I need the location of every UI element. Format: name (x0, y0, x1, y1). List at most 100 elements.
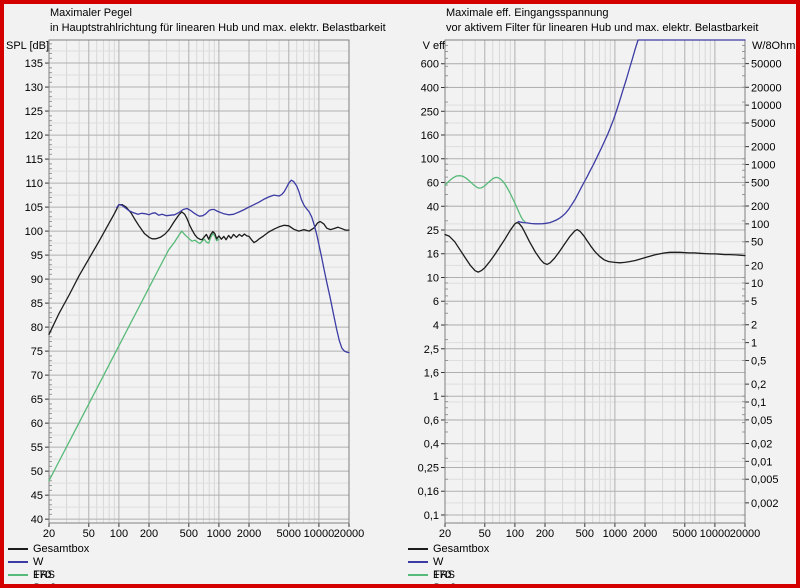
svg-text:2000: 2000 (633, 528, 657, 540)
svg-text:6: 6 (433, 296, 439, 308)
svg-text:10000: 10000 (751, 100, 782, 112)
left-chart-title-block: Maximaler Pegel in Hauptstrahlrichtung f… (50, 6, 386, 36)
right-chart-title: Maximale eff. Eingangsspannung (446, 7, 609, 19)
svg-text:100: 100 (421, 154, 439, 166)
svg-text:0,1: 0,1 (424, 510, 439, 522)
svg-text:50000: 50000 (751, 59, 782, 71)
svg-text:2: 2 (751, 320, 757, 332)
svg-text:1,6: 1,6 (424, 367, 439, 379)
svg-text:100: 100 (506, 528, 524, 540)
svg-text:4: 4 (433, 320, 439, 332)
svg-text:65: 65 (31, 394, 43, 406)
svg-text:50: 50 (479, 528, 491, 540)
charts-canvas: 20 50 100 200 500 1000 2000 5000 10000 2000040455… (25, 39, 782, 540)
legend-label-w170s: W 170 S - 8 Ohm (1) (33, 556, 57, 588)
svg-text:5000: 5000 (751, 118, 775, 130)
svg-text:1: 1 (751, 338, 757, 350)
svg-text:95: 95 (31, 250, 43, 262)
right-chart-title-block: Maximale eff. Eingangsspannung vor aktiv… (446, 6, 758, 36)
legend-swatch-w170s (408, 561, 428, 563)
veff-axis-label: V eff (422, 40, 445, 52)
svg-text:2,5: 2,5 (424, 344, 439, 356)
svg-text:130: 130 (25, 82, 43, 94)
svg-text:120: 120 (25, 130, 43, 142)
svg-text:2000: 2000 (751, 142, 775, 154)
svg-text:125: 125 (25, 106, 43, 118)
svg-text:80: 80 (31, 322, 43, 334)
svg-text:5000: 5000 (673, 528, 697, 540)
svg-text:110: 110 (25, 178, 43, 190)
w8ohm-axis-label: W/8Ohm (752, 40, 796, 52)
svg-text:70: 70 (31, 370, 43, 382)
svg-text:0,25: 0,25 (418, 463, 439, 475)
legend-label-frs8: FRS 8 - 4 Ohm (2) (33, 569, 56, 588)
svg-text:5000: 5000 (277, 528, 301, 540)
svg-text:10: 10 (427, 272, 439, 284)
svg-text:0,16: 0,16 (418, 486, 439, 498)
legend-swatch-gesamtbox (8, 548, 28, 550)
legend-label-gesamtbox: Gesamtbox (433, 543, 490, 555)
svg-text:1000: 1000 (751, 159, 775, 171)
legend-label-frs8: FRS 8 - 4 Ohm (2) (433, 569, 456, 588)
svg-text:250: 250 (421, 106, 439, 118)
svg-text:1000: 1000 (207, 528, 231, 540)
svg-text:50: 50 (31, 466, 43, 478)
legend-swatch-gesamtbox (408, 548, 428, 550)
svg-text:20000: 20000 (730, 528, 761, 540)
svg-text:500: 500 (576, 528, 594, 540)
svg-text:40: 40 (427, 201, 439, 213)
svg-text:45: 45 (31, 490, 43, 502)
legend-swatch-w170s (8, 561, 28, 563)
svg-text:10: 10 (751, 278, 763, 290)
svg-text:1000: 1000 (603, 528, 627, 540)
svg-text:50: 50 (751, 237, 763, 249)
svg-text:0,01: 0,01 (751, 456, 772, 468)
svg-text:0,05: 0,05 (751, 415, 772, 427)
svg-text:100: 100 (751, 219, 769, 231)
svg-text:20: 20 (439, 528, 451, 540)
svg-text:2000: 2000 (237, 528, 261, 540)
svg-text:600: 600 (421, 59, 439, 71)
svg-text:75: 75 (31, 346, 43, 358)
svg-text:100: 100 (25, 226, 43, 238)
svg-text:55: 55 (31, 442, 43, 454)
svg-text:40: 40 (31, 514, 43, 526)
svg-text:0,6: 0,6 (424, 415, 439, 427)
legend-swatch-frs8 (8, 574, 28, 576)
svg-text:160: 160 (421, 130, 439, 142)
svg-text:5: 5 (751, 296, 757, 308)
svg-text:500: 500 (751, 177, 769, 189)
svg-text:1: 1 (433, 391, 439, 403)
svg-text:200: 200 (140, 528, 158, 540)
svg-text:0,02: 0,02 (751, 438, 772, 450)
svg-text:500: 500 (180, 528, 198, 540)
svg-text:60: 60 (427, 177, 439, 189)
svg-text:400: 400 (421, 83, 439, 95)
svg-text:20000: 20000 (751, 82, 782, 94)
svg-text:0,2: 0,2 (751, 379, 766, 391)
svg-text:0,005: 0,005 (751, 474, 779, 486)
svg-text:20: 20 (751, 260, 763, 272)
svg-text:60: 60 (31, 418, 43, 430)
svg-text:20000: 20000 (334, 528, 365, 540)
right-chart-subtitle: vor aktivem Filter für linearen Hub und … (446, 22, 759, 34)
svg-text:200: 200 (536, 528, 554, 540)
svg-text:0,1: 0,1 (751, 397, 766, 409)
svg-text:100: 100 (110, 528, 128, 540)
svg-text:0,4: 0,4 (424, 439, 439, 451)
legend-label-gesamtbox: Gesamtbox (33, 543, 90, 555)
svg-text:25: 25 (427, 225, 439, 237)
left-chart-title: Maximaler Pegel (50, 7, 132, 19)
svg-text:50: 50 (83, 528, 95, 540)
svg-text:115: 115 (25, 154, 43, 166)
legend-label-w170s: W 170 S - 8 Ohm (1) (433, 556, 457, 588)
legend-swatch-frs8 (408, 574, 428, 576)
svg-text:16: 16 (427, 249, 439, 261)
svg-text:135: 135 (25, 58, 43, 70)
svg-text:200: 200 (751, 201, 769, 213)
svg-text:105: 105 (25, 202, 43, 214)
svg-text:0,002: 0,002 (751, 498, 779, 510)
spl-axis-label: SPL [dB] (6, 40, 50, 52)
svg-text:10000: 10000 (304, 528, 335, 540)
